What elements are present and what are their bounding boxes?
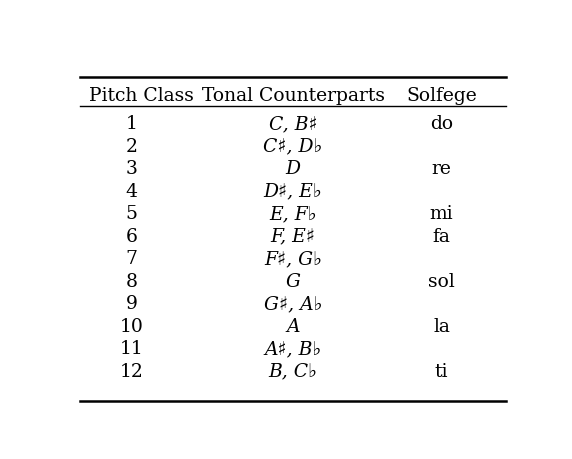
Text: C♯, D♭: C♯, D♭ [264,137,323,156]
Text: la: la [433,317,450,335]
Text: 9: 9 [125,295,137,313]
Text: sol: sol [428,272,455,290]
Text: 8: 8 [125,272,137,290]
Text: G♯, A♭: G♯, A♭ [264,295,323,313]
Text: 7: 7 [125,250,137,268]
Text: 10: 10 [120,317,143,335]
Text: Pitch Class: Pitch Class [89,87,194,105]
Text: F, E♯: F, E♯ [271,227,316,245]
Text: 1: 1 [125,115,137,133]
Text: ti: ti [435,362,448,380]
Text: A: A [287,317,300,335]
Text: B, C♭: B, C♭ [269,362,317,380]
Text: 4: 4 [125,182,137,200]
Text: do: do [430,115,453,133]
Text: 3: 3 [125,160,137,178]
Text: 11: 11 [120,340,143,358]
Text: D: D [285,160,301,178]
Text: 5: 5 [125,205,137,223]
Text: G: G [285,272,301,290]
Text: mi: mi [430,205,454,223]
Text: D♯, E♭: D♯, E♭ [264,182,323,200]
Text: E, F♭: E, F♭ [269,205,317,223]
Text: 6: 6 [125,227,137,245]
Text: fa: fa [433,227,451,245]
Text: C, B♯: C, B♯ [269,115,317,133]
Text: F♯, G♭: F♯, G♭ [264,250,322,268]
Text: Solfege: Solfege [406,87,477,105]
Text: 2: 2 [125,137,137,156]
Text: 12: 12 [120,362,143,380]
Text: Tonal Counterparts: Tonal Counterparts [202,87,384,105]
Text: A♯, B♭: A♯, B♭ [264,340,322,358]
Text: re: re [432,160,451,178]
